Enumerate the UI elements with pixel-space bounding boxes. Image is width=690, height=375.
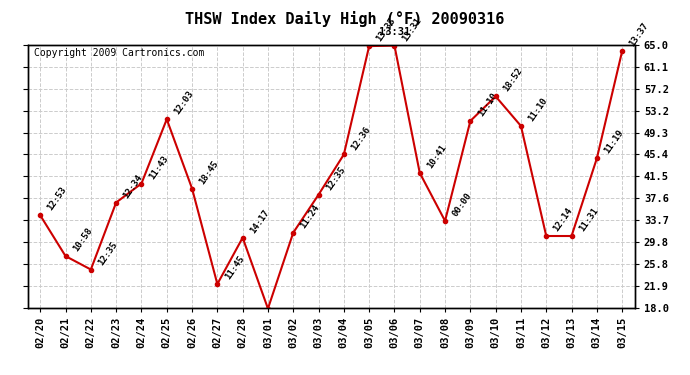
Text: Copyright 2009 Cartronics.com: Copyright 2009 Cartronics.com <box>34 48 204 58</box>
Text: 10:58: 10:58 <box>71 226 94 254</box>
Text: 12:35: 12:35 <box>324 165 347 192</box>
Text: 11:43: 11:43 <box>147 153 170 181</box>
Text: 13:31: 13:31 <box>400 16 423 43</box>
Text: 11:19: 11:19 <box>602 128 625 156</box>
Text: 13:31: 13:31 <box>379 27 410 37</box>
Text: 14:17: 14:17 <box>248 208 271 235</box>
Text: 00:00: 00:00 <box>451 191 473 218</box>
Text: 12:14: 12:14 <box>552 206 575 233</box>
Text: 11:35: 11:35 <box>0 374 1 375</box>
Text: 12:34: 12:34 <box>121 172 144 200</box>
Text: 11:10: 11:10 <box>476 91 499 118</box>
Text: 18:45: 18:45 <box>197 159 220 186</box>
Text: 13:35: 13:35 <box>375 16 397 44</box>
Text: 12:53: 12:53 <box>46 185 68 213</box>
Text: 11:45: 11:45 <box>223 254 246 281</box>
Text: 12:35: 12:35 <box>97 240 119 267</box>
Text: 11:24: 11:24 <box>299 203 322 230</box>
Text: 11:10: 11:10 <box>526 96 549 123</box>
Text: THSW Index Daily High (°F) 20090316: THSW Index Daily High (°F) 20090316 <box>186 11 504 27</box>
Text: 11:31: 11:31 <box>577 206 600 233</box>
Text: 18:52: 18:52 <box>501 66 524 94</box>
Text: 12:03: 12:03 <box>172 89 195 117</box>
Text: 10:41: 10:41 <box>425 143 448 170</box>
Text: 13:37: 13:37 <box>628 21 651 48</box>
Text: 12:36: 12:36 <box>349 124 372 152</box>
